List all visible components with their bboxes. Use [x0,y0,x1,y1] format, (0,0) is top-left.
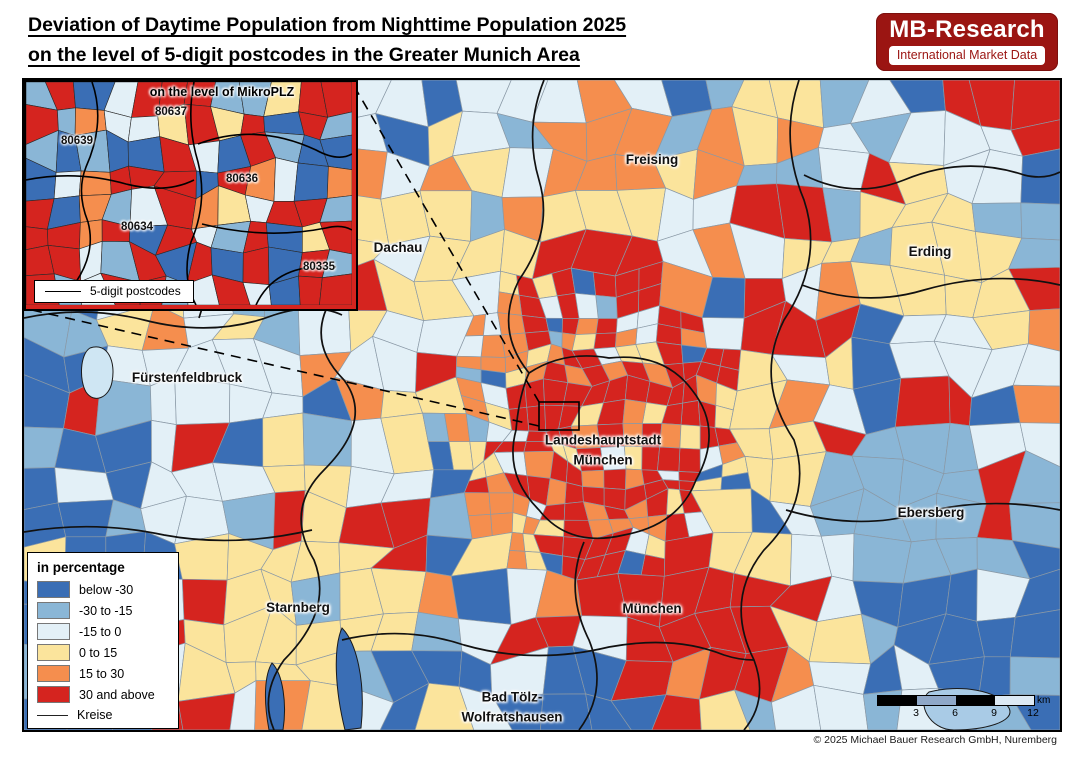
legend-swatch [37,644,70,661]
title-line-2: on the level of 5-digit postcodes in the… [28,44,580,67]
legend-swatch [37,623,70,640]
mb-research-logo: MB-Research International Market Data [876,13,1058,71]
legend-title: in percentage [37,560,125,575]
legend-row: -15 to 0 [37,623,170,640]
scale-tick: 3 [913,707,919,719]
map-label: Ebersberg [897,505,965,521]
logo-name: MB-Research [889,16,1045,44]
scale-segment [878,696,917,705]
legend-row: 30 and above [37,686,170,703]
legend-row: 0 to 15 [37,644,170,661]
postcode-line-sample [45,290,81,292]
scale-unit: km [1037,695,1051,706]
legend-swatch [37,686,70,703]
map-label: Bad Tölz- Wolfratshausen [461,689,563,724]
map-label: Fürstenfeldbruck [131,370,243,386]
map-label: Starnberg [266,600,330,616]
scale-tick: 12 [1027,707,1039,719]
legend-swatch [37,581,70,598]
scale-bar-segments [877,695,1035,706]
legend-kreise-row: Kreise [37,708,170,722]
inset-map-svg [26,82,352,305]
page-title: Deviation of Daytime Population from Nig… [28,10,626,70]
legend-row: below -30 [37,581,170,598]
legend-swatch [37,602,70,619]
copyright: © 2025 Michael Bauer Research GmbH, Nure… [813,734,1057,746]
legend-rows: below -30 -30 to -15 -15 to 0 0 to 15 15 to … [37,581,170,703]
scale-tick: 6 [952,707,958,719]
legend-class-label: 15 to 30 [79,666,125,681]
inset-postcode-label: 80636 [226,173,258,185]
map-legend: in percentage below -30 -30 to -15 -15 to … [27,552,179,729]
map-label: Freising [625,152,679,168]
legend-row: 15 to 30 [37,665,170,682]
inset-postcode-label: 80634 [121,221,153,233]
inset-map: on the level of MikroPLZ 80637 80639 80636… [24,80,358,311]
inset-legend: 5-digit postcodes [34,280,194,303]
scale-segment [956,696,995,705]
map-label: Dachau [373,240,423,256]
inset-postcode-label: 80637 [155,106,187,118]
map-label: Landeshauptstadt München [544,432,662,467]
legend-class-label: 0 to 15 [79,645,118,660]
kreise-line-sample [37,714,68,716]
inset-postcode-label: 80335 [303,261,335,273]
legend-class-label: below -30 [79,582,134,597]
logo-subtitle: International Market Data [888,45,1046,65]
legend-class-label: 30 and above [79,687,155,702]
map-label: Erding [908,244,952,260]
scale-bar: km 3 6 9 12 [877,695,1053,719]
inset-postcode-label: 80639 [61,135,93,147]
map-label: München [622,601,682,617]
legend-class-label: -15 to 0 [79,624,122,639]
scale-tick: 9 [991,707,997,719]
inset-legend-label: 5-digit postcodes [90,284,181,298]
scale-segment [917,696,956,705]
scale-segment [995,696,1034,705]
scale-bar-ticks: 3 6 9 12 [877,706,1039,719]
legend-row: -30 to -15 [37,602,170,619]
map-canvas: Freising Dachau Erding Fürstenfeldbruck Land… [22,78,1062,732]
legend-class-label: -30 to -15 [79,603,133,618]
title-line-1: Deviation of Daytime Population from Nig… [28,14,627,36]
legend-swatch [37,665,70,682]
kreise-label: Kreise [77,708,113,722]
inset-title: on the level of MikroPLZ [149,85,295,99]
